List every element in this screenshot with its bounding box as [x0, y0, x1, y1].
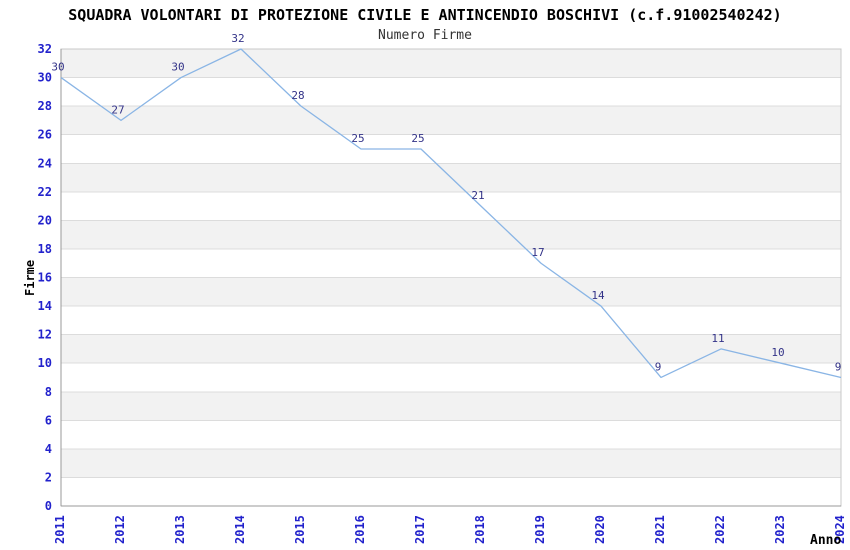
plot-band [61, 134, 841, 164]
value-label: 25 [351, 132, 364, 145]
x-tick-label: 2019 [533, 515, 547, 544]
plot-band [61, 106, 841, 135]
plot-band [61, 477, 841, 506]
chart-title: SQUADRA VOLONTARI DI PROTEZIONE CIVILE E… [68, 6, 782, 24]
y-tick-label: 24 [38, 156, 52, 170]
y-tick-label: 8 [45, 385, 52, 399]
chart-subtitle: Numero Firme [378, 28, 472, 43]
y-tick-label: 30 [38, 71, 52, 85]
x-tick-label: 2013 [173, 515, 187, 544]
x-tick-label: 2018 [473, 515, 487, 544]
y-tick-label: 4 [45, 442, 52, 456]
value-label: 30 [171, 61, 184, 74]
value-label: 32 [231, 32, 244, 45]
value-label: 25 [411, 132, 424, 145]
plot-band [61, 391, 841, 421]
x-tick-label: 2012 [113, 515, 127, 544]
x-tick-label: 2020 [593, 515, 607, 544]
value-label: 11 [711, 332, 724, 345]
value-label: 17 [531, 246, 544, 259]
y-tick-label: 2 [45, 470, 52, 484]
y-tick-label: 14 [38, 299, 52, 313]
y-tick-label: 10 [38, 356, 52, 370]
y-tick-label: 6 [45, 413, 52, 427]
y-tick-label: 20 [38, 213, 52, 227]
x-tick-label: 2016 [353, 515, 367, 544]
value-label: 14 [591, 289, 605, 302]
x-tick-label: 2022 [713, 515, 727, 544]
plot-band [61, 220, 841, 249]
value-label: 21 [471, 189, 484, 202]
x-tick-label: 2014 [233, 515, 247, 544]
y-tick-label: 0 [45, 499, 52, 513]
data-series-line [60, 48, 842, 379]
value-label: 10 [771, 346, 784, 359]
plot-band [61, 420, 841, 449]
x-tick-label: 2017 [413, 515, 427, 544]
plot-band [61, 363, 841, 392]
y-tick-label: 32 [38, 42, 52, 56]
value-label: 9 [655, 360, 662, 373]
x-tick-label: 2024 [833, 515, 847, 544]
y-tick-label: 28 [38, 99, 52, 113]
plot-band [61, 334, 841, 364]
plot-band [61, 277, 841, 307]
plot-band [61, 191, 841, 221]
y-tick-label: 18 [38, 242, 52, 256]
plot-band [61, 448, 841, 478]
x-tick-label: 2015 [293, 515, 307, 544]
y-tick-label: 12 [38, 328, 52, 342]
y-tick-label: 26 [38, 128, 52, 142]
x-tick-label: 2021 [653, 515, 667, 544]
x-tick-label: 2023 [773, 515, 787, 544]
plot-band [61, 306, 841, 335]
y-axis-title: Firme [23, 260, 37, 296]
x-tick-label: 2011 [53, 515, 67, 544]
value-label: 9 [835, 360, 842, 373]
y-tick-label: 16 [38, 271, 52, 285]
y-tick-label: 22 [38, 185, 52, 199]
value-label: 30 [51, 61, 64, 74]
value-label: 28 [291, 89, 304, 102]
x-axis-title: Anno [810, 533, 841, 548]
value-label: 27 [111, 103, 124, 116]
plot-band [61, 77, 841, 107]
plot-band [61, 248, 841, 278]
